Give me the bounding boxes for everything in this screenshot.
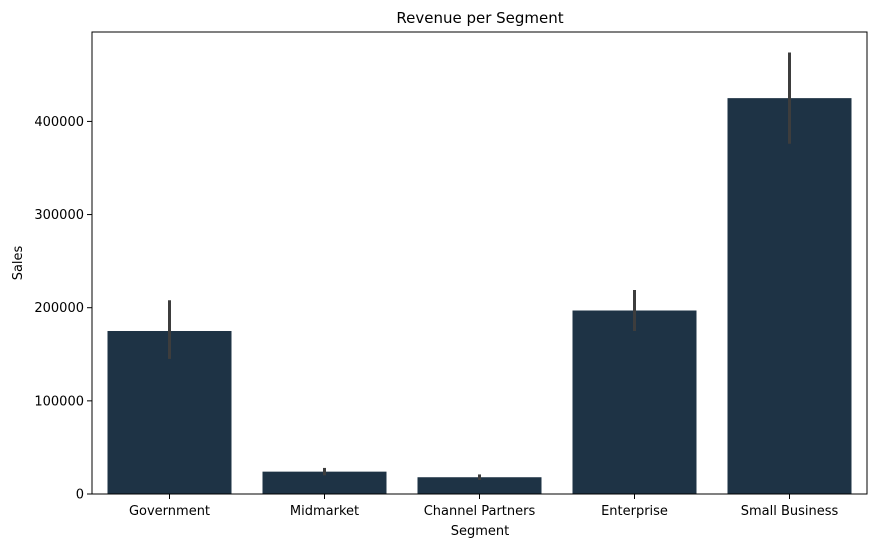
x-tick-label-government: Government — [129, 504, 210, 519]
error-bars-layer — [168, 52, 791, 481]
chart-title: Revenue per Segment — [396, 9, 563, 27]
bar-channel-partners — [417, 477, 542, 494]
y-tick-label: 0 — [76, 488, 84, 503]
x-tick-label-enterprise: Enterprise — [601, 504, 668, 519]
bar-small-business — [727, 98, 852, 495]
y-tick-label: 200000 — [34, 301, 84, 316]
y-tick-label: 400000 — [34, 115, 84, 130]
bar-midmarket — [262, 471, 387, 494]
y-axis-title: Sales — [11, 245, 26, 280]
x-axis-title: Segment — [451, 524, 510, 539]
y-tick-label: 100000 — [34, 394, 84, 409]
bars-layer — [107, 98, 852, 495]
x-tick-label-channel-partners: Channel Partners — [424, 504, 536, 519]
x-tick-label-midmarket: Midmarket — [290, 504, 359, 519]
x-tick-label-small-business: Small Business — [741, 504, 839, 519]
y-axis-ticks: 0 100000 200000 300000 400000 — [34, 115, 92, 503]
x-axis-ticks: Government Midmarket Channel Partners Enter… — [129, 494, 839, 519]
y-tick-label: 300000 — [34, 208, 84, 223]
bar-enterprise — [572, 310, 697, 494]
